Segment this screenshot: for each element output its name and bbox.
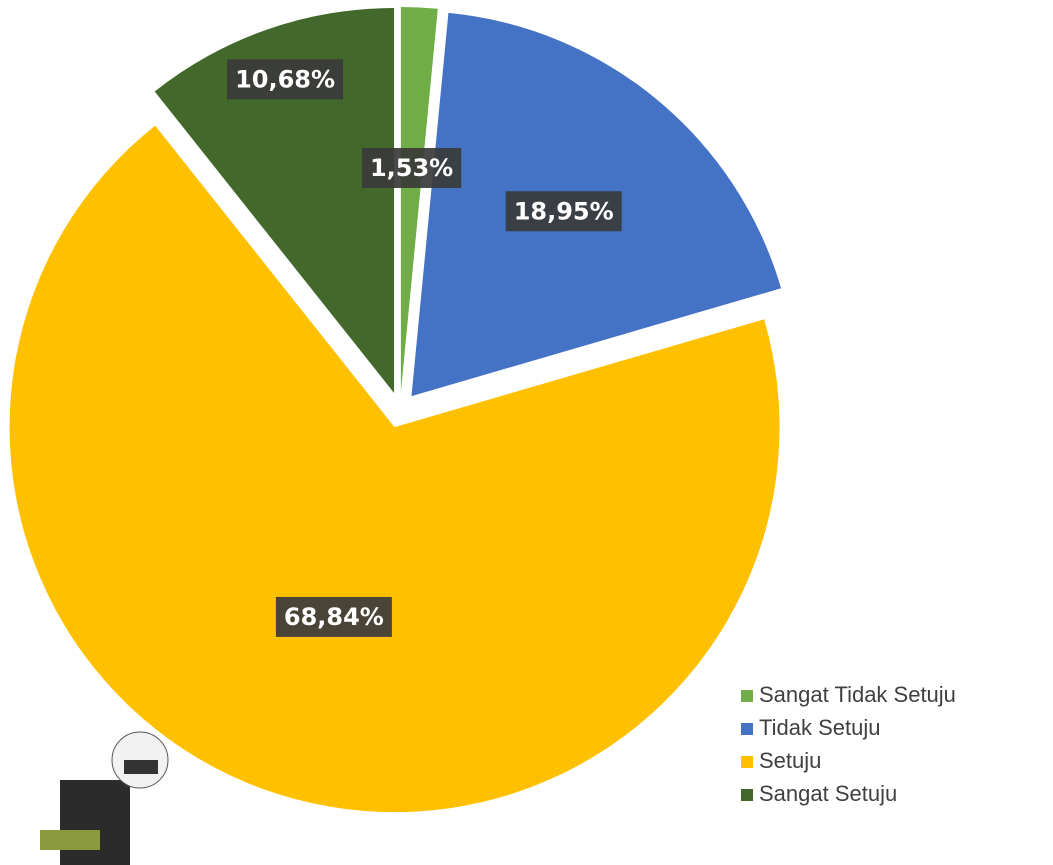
data-label-text: 68,84% [284, 603, 384, 631]
data-label: 1,53% [362, 148, 461, 188]
legend-label: Sangat Setuju [759, 781, 897, 806]
data-label: 68,84% [276, 597, 392, 637]
legend-label: Sangat Tidak Setuju [759, 682, 956, 707]
data-label-text: 18,95% [514, 197, 614, 225]
data-label-text: 1,53% [370, 154, 453, 182]
legend-label: Setuju [759, 748, 821, 773]
legend-label: Tidak Setuju [759, 715, 880, 740]
legend-swatch [741, 723, 753, 735]
data-label: 18,95% [506, 191, 622, 231]
chart: 1,53% 18,95% 68,84% 10,68% Sangat Tidak Setu… [0, 0, 1053, 865]
data-label: 10,68% [227, 59, 343, 99]
rider-icon [40, 732, 168, 865]
legend-swatch [741, 690, 753, 702]
data-label-text: 10,68% [235, 65, 335, 93]
legend-swatch [741, 789, 753, 801]
legend-swatch [741, 756, 753, 768]
